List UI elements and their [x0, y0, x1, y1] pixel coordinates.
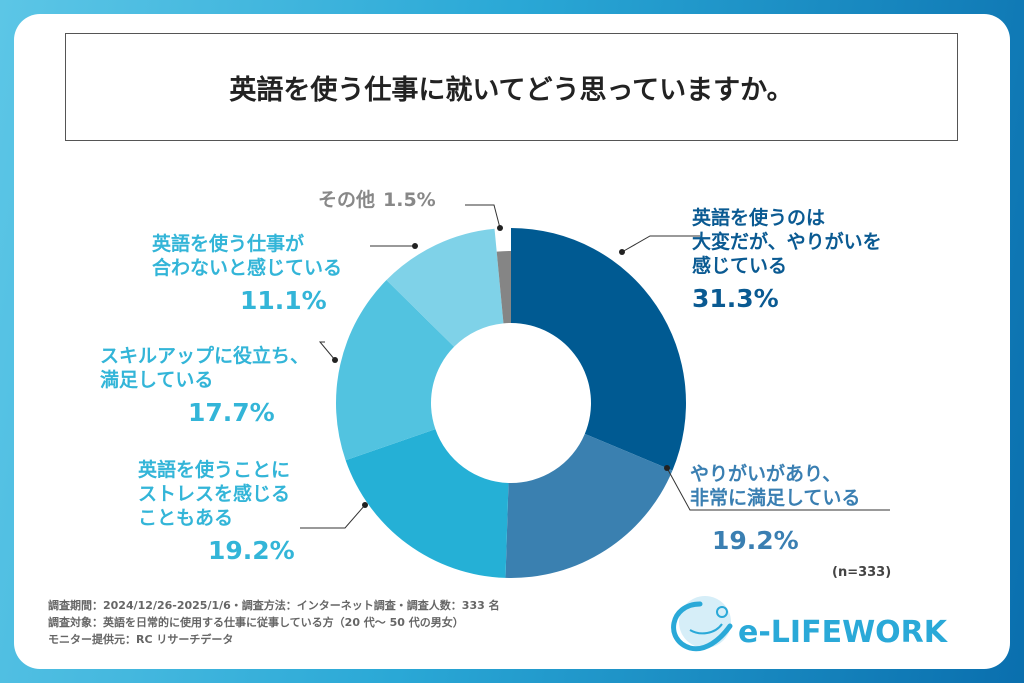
leader-line-5 [465, 204, 501, 229]
footer-notes: 調査期間：2024/12/26-2025/1/6・調査方法：インターネット調査・… [48, 597, 500, 648]
slice-5 [496, 251, 511, 324]
label-slice-3: スキルアップに役立ち、 満足している 17.7% [100, 344, 309, 430]
svg-text:e-LIFEWORK: e-LIFEWORK [738, 615, 949, 650]
label-line: こともある [138, 507, 234, 529]
footer-line: 調査期間：2024/12/26-2025/1/6・調査方法：インターネット調査・… [48, 599, 500, 612]
label-line: 満足している [100, 369, 214, 391]
label-slice-4: 英語を使う仕事が 合わないと感じている 11.1% [152, 232, 342, 318]
label-slice-2: 英語を使うことに ストレスを感じる こともある 19.2% [138, 458, 295, 568]
slice-1 [505, 433, 673, 578]
leader-dot-1 [664, 465, 670, 471]
label-line: 感じている [692, 255, 788, 277]
label-slice-0: 英語を使うのは 大変だが、やりがいを 感じている 31.3% [692, 206, 882, 316]
slice-4 [386, 228, 504, 347]
label-line: 英語を使う仕事が [152, 233, 305, 255]
chart-title: 英語を使う仕事に就いてどう思っていますか。 [65, 33, 958, 141]
leader-dot-3 [332, 357, 338, 363]
label-pct: 17.7% [188, 398, 275, 427]
label-pct: 11.1% [240, 286, 327, 315]
label-slice-1: やりがいがあり、 非常に満足している 19.2% [690, 462, 860, 558]
leader-line-1 [666, 467, 890, 511]
label-pct: 31.3% [692, 284, 779, 313]
leader-dot-4 [412, 243, 418, 249]
slice-3 [336, 280, 455, 461]
label-line: 非常に満足している [690, 487, 861, 509]
label-line: その他 [318, 189, 376, 211]
label-pct: 19.2% [712, 526, 799, 555]
label-line: 大変だが、やりがいを [692, 231, 882, 253]
label-pct: 1.5% [383, 189, 436, 211]
leader-line-0 [621, 235, 700, 253]
slice-2 [345, 429, 509, 578]
label-slice-5: その他 1.5% [318, 188, 436, 212]
label-line: 合わないと感じている [152, 257, 343, 279]
footer-line: 調査対象：英語を日常的に使用する仕事に従事している方（20 代～ 50 代の男女… [48, 616, 464, 629]
label-line: 英語を使うことに [138, 459, 291, 481]
leader-dot-2 [362, 502, 368, 508]
sample-size: (n=333) [832, 565, 892, 580]
leader-line-3 [318, 341, 336, 361]
label-line: スキルアップに役立ち、 [100, 345, 310, 367]
logo: e-LIFEWORK [660, 590, 970, 664]
label-line: やりがいがあり、 [690, 463, 842, 485]
slice-0 [511, 228, 686, 471]
footer-line: モニター提供元：RC リサーチデータ [48, 633, 234, 646]
label-pct: 19.2% [208, 536, 295, 565]
leader-dot-0 [619, 249, 625, 255]
leader-line-2 [300, 504, 366, 529]
leader-dot-5 [497, 225, 503, 231]
label-line: ストレスを感じる [138, 483, 291, 505]
logo-mark-icon: e-LIFEWORK [671, 596, 949, 652]
label-line: 英語を使うのは [692, 207, 826, 229]
